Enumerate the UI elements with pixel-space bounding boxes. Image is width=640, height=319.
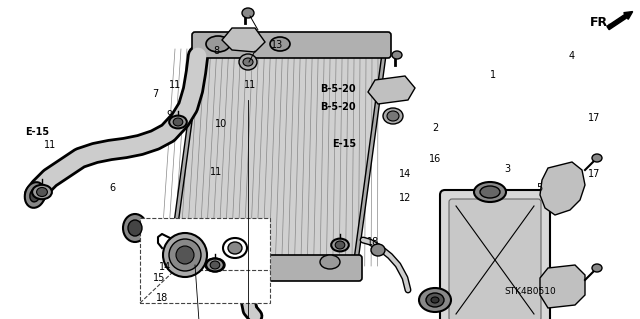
FancyArrow shape [607, 11, 633, 30]
Ellipse shape [592, 264, 602, 272]
Text: B-5-20: B-5-20 [320, 84, 356, 94]
Ellipse shape [243, 58, 253, 66]
Ellipse shape [320, 255, 340, 269]
Ellipse shape [371, 244, 385, 256]
Text: 11: 11 [44, 140, 56, 150]
Ellipse shape [128, 220, 142, 236]
Text: 7: 7 [152, 89, 159, 99]
Text: 13: 13 [271, 40, 284, 50]
Ellipse shape [392, 51, 402, 59]
Ellipse shape [32, 185, 52, 199]
Ellipse shape [419, 288, 451, 312]
Text: 1: 1 [490, 70, 496, 80]
Bar [140, 218, 270, 303]
Ellipse shape [228, 242, 242, 254]
Polygon shape [222, 28, 265, 52]
Polygon shape [540, 265, 585, 308]
Ellipse shape [239, 54, 257, 70]
Text: 10: 10 [214, 119, 227, 130]
Text: 3: 3 [504, 164, 511, 174]
Text: 14: 14 [159, 262, 172, 272]
Polygon shape [540, 162, 585, 215]
Ellipse shape [176, 246, 194, 264]
Text: 4: 4 [568, 51, 575, 61]
Ellipse shape [335, 241, 345, 249]
Ellipse shape [123, 214, 147, 242]
Ellipse shape [592, 154, 602, 162]
Ellipse shape [270, 37, 290, 51]
FancyBboxPatch shape [160, 255, 362, 281]
Text: 9: 9 [166, 110, 173, 120]
Ellipse shape [474, 182, 506, 202]
Text: E-15: E-15 [332, 138, 356, 149]
Text: B-5-20: B-5-20 [320, 102, 356, 112]
Ellipse shape [30, 188, 40, 202]
Ellipse shape [25, 182, 45, 208]
Ellipse shape [431, 297, 439, 303]
Text: 17: 17 [588, 113, 600, 123]
Text: 5: 5 [536, 183, 543, 193]
Polygon shape [368, 76, 415, 104]
Ellipse shape [242, 8, 254, 18]
Ellipse shape [173, 118, 183, 126]
FancyBboxPatch shape [192, 32, 391, 58]
Text: 17: 17 [588, 169, 600, 179]
Text: 11: 11 [210, 167, 223, 177]
Polygon shape [170, 47, 385, 268]
Ellipse shape [205, 258, 225, 272]
Text: 8: 8 [213, 46, 220, 56]
Text: 15: 15 [152, 273, 165, 284]
Text: 2: 2 [432, 122, 438, 133]
Text: 11: 11 [168, 80, 181, 91]
Text: 11: 11 [243, 79, 256, 90]
Text: 6: 6 [109, 183, 115, 193]
FancyBboxPatch shape [440, 190, 550, 319]
Ellipse shape [206, 259, 224, 271]
Ellipse shape [426, 293, 444, 307]
Text: 12: 12 [399, 193, 412, 203]
Text: E-15: E-15 [25, 127, 49, 137]
Ellipse shape [387, 111, 399, 121]
Ellipse shape [206, 36, 230, 52]
Text: 14: 14 [399, 169, 412, 179]
Text: 16: 16 [429, 154, 442, 165]
Ellipse shape [36, 188, 47, 197]
FancyBboxPatch shape [449, 199, 541, 319]
Ellipse shape [480, 186, 500, 198]
Ellipse shape [163, 233, 207, 277]
Text: FR.: FR. [590, 16, 613, 28]
Text: 18: 18 [156, 293, 168, 303]
Ellipse shape [169, 115, 187, 129]
Ellipse shape [210, 261, 220, 269]
Text: 18: 18 [367, 237, 380, 248]
Ellipse shape [169, 239, 201, 271]
Ellipse shape [332, 239, 349, 251]
Ellipse shape [383, 108, 403, 124]
Text: STK4B0510: STK4B0510 [504, 287, 556, 296]
